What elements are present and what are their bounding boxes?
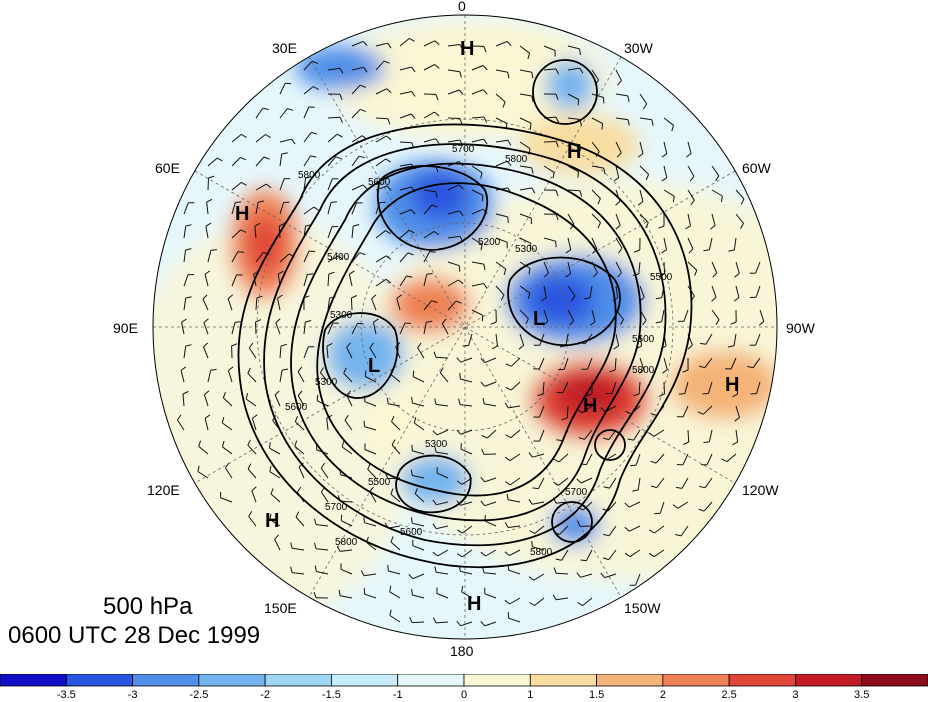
longitude-label: 30W bbox=[624, 40, 653, 56]
map-boundary bbox=[152, 14, 778, 640]
longitude-label: 180 bbox=[450, 643, 474, 659]
wind-barbs bbox=[176, 37, 765, 627]
high-center: H bbox=[567, 141, 581, 163]
colorbar bbox=[0, 674, 928, 687]
colorbar-swatch bbox=[463, 674, 531, 687]
contour-label: 5400 bbox=[327, 252, 350, 263]
contour-label-layer: 5700 5800 5600 5200 5300 5500 5300 5400 … bbox=[285, 144, 673, 558]
longitude-label: 150W bbox=[624, 600, 661, 616]
colorbar-tick-label: 0 bbox=[460, 689, 468, 701]
contour-label: 5800 bbox=[298, 170, 321, 181]
longitude-label: 150E bbox=[264, 600, 297, 616]
longitude-label: 120E bbox=[147, 482, 180, 498]
colorbar-tick-label: -1 bbox=[392, 689, 403, 701]
longitude-label: 0 bbox=[458, 0, 466, 14]
contour-label: 5700 bbox=[565, 487, 588, 498]
colorbar-swatch bbox=[264, 674, 332, 687]
high-center: H bbox=[467, 593, 481, 615]
contour-label: 5700 bbox=[452, 144, 475, 155]
contour-label: 5800 bbox=[530, 547, 553, 558]
high-center: H bbox=[460, 38, 474, 60]
contour-label: 5300 bbox=[425, 439, 448, 450]
colorbar-tick-label: 2 bbox=[659, 689, 666, 701]
longitude-label: 120W bbox=[742, 482, 779, 498]
colorbar-tick-label: 2.5 bbox=[721, 689, 737, 701]
contour-label: 5800 bbox=[335, 537, 358, 548]
anomaly-shading bbox=[153, 20, 777, 620]
longitude-label: 90E bbox=[113, 320, 138, 336]
longitude-label: 60E bbox=[155, 160, 180, 176]
colorbar-swatch bbox=[596, 674, 664, 687]
colorbar-tick-label: 1 bbox=[527, 689, 534, 701]
high-center: H bbox=[265, 510, 279, 532]
low-center: L bbox=[368, 355, 380, 377]
contour-label: 5600 bbox=[368, 177, 391, 188]
pressure-centers: H H H L L H H H H bbox=[235, 38, 739, 615]
colorbar-tick-label: 3.5 bbox=[854, 689, 870, 701]
low-center: L bbox=[533, 308, 545, 330]
longitude-label: 60W bbox=[742, 160, 771, 176]
contour-label: 5600 bbox=[632, 334, 655, 345]
contour-label: 5300 bbox=[330, 310, 353, 321]
contour-label: 5800 bbox=[632, 365, 655, 376]
high-center: H bbox=[725, 374, 739, 396]
level-caption: 500 hPa bbox=[103, 593, 193, 620]
colorbar-swatch bbox=[132, 674, 200, 687]
colorbar-tick-label: -3 bbox=[127, 689, 138, 701]
colorbar-swatch bbox=[331, 674, 399, 687]
colorbar-swatch bbox=[65, 674, 133, 687]
high-center: H bbox=[583, 395, 597, 417]
time-caption: 0600 UTC 28 Dec 1999 bbox=[8, 622, 261, 649]
longitude-label: 30E bbox=[272, 40, 297, 56]
contour-label: 5500 bbox=[368, 477, 391, 488]
colorbar-tick-label: 1.5 bbox=[588, 689, 605, 701]
contour-label: 5600 bbox=[285, 402, 308, 413]
colorbar-swatch bbox=[795, 674, 863, 687]
colorbar-swatch bbox=[529, 674, 597, 687]
contour-label: 5200 bbox=[478, 237, 501, 248]
colorbar-swatch bbox=[198, 674, 266, 687]
colorbar-swatch bbox=[728, 674, 796, 687]
colorbar-tick-label: -2.5 bbox=[189, 689, 209, 701]
contour-label: 5500 bbox=[650, 272, 673, 283]
colorbar-tick-label: -3.5 bbox=[56, 689, 76, 701]
colorbar-swatch bbox=[0, 674, 67, 687]
colorbar-swatch bbox=[861, 674, 928, 687]
colorbar-tick-label: 3 bbox=[792, 689, 799, 701]
contour-label: 5700 bbox=[325, 502, 348, 513]
colorbar-swatch bbox=[397, 674, 465, 687]
contour-label: 5300 bbox=[515, 244, 538, 255]
colorbar-tick-label: -1.5 bbox=[321, 689, 341, 701]
high-center: H bbox=[235, 203, 249, 225]
height-contours bbox=[237, 59, 693, 569]
contour-label: 5600 bbox=[400, 527, 423, 538]
longitude-label: 90W bbox=[786, 320, 815, 336]
colorbar-tick-label: -2 bbox=[260, 689, 270, 701]
colorbar-swatch bbox=[662, 674, 730, 687]
contour-label: 5300 bbox=[315, 377, 338, 388]
contour-label: 5800 bbox=[505, 154, 528, 165]
